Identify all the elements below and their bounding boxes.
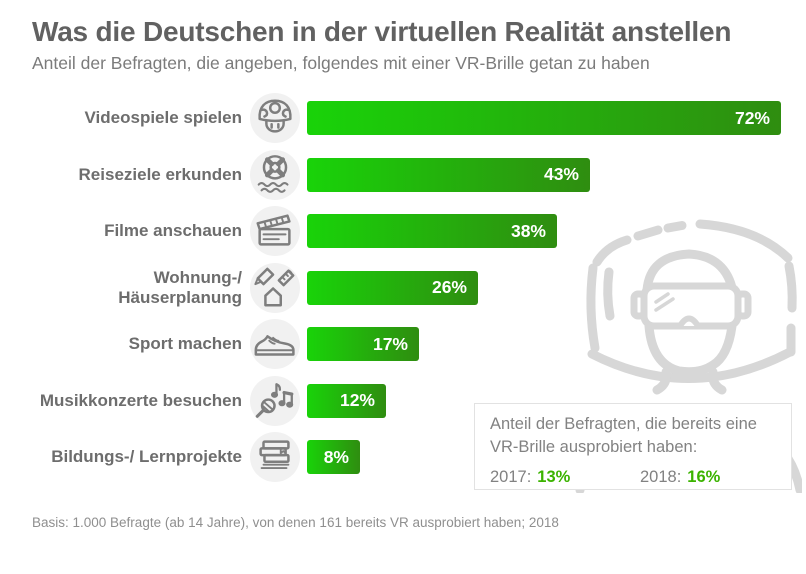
infobox-entries: 2017: 13% 2018: 16% [490, 466, 776, 489]
mushroom-game-icon [249, 93, 300, 144]
clapperboard-icon [249, 206, 300, 257]
chart-row: Reiseziele erkunden 43% [32, 147, 782, 204]
page-title: Was die Deutschen in der virtuellen Real… [32, 16, 732, 47]
chart-row: Filme anschauen 38% [32, 203, 782, 260]
bar-value-label: 72% [734, 107, 770, 128]
category-icon-cell [242, 319, 307, 370]
bar: 43% [307, 157, 590, 192]
vr-headset-band [586, 219, 797, 383]
books-icon [249, 432, 300, 483]
category-label: Filme anschauen [104, 221, 242, 241]
bar-value-label: 8% [323, 446, 349, 467]
infobox-entry: 2018: 16% [640, 466, 790, 489]
bar: 12% [307, 383, 386, 418]
bar-track: 12% [307, 383, 782, 418]
category-icon-cell [242, 432, 307, 483]
bar-value-label: 26% [431, 277, 467, 298]
infobox-entry: 2017: 13% [490, 466, 640, 489]
category-label: Sport machen [128, 334, 242, 354]
bar: 38% [307, 214, 557, 249]
infobox-year: 2018: [640, 468, 682, 486]
bar-value-label: 12% [339, 390, 375, 411]
vr-person-head [642, 249, 738, 395]
infobox-text: Anteil der Befragten, die bereits eine V… [490, 415, 757, 456]
infobox-year: 2017: [490, 468, 532, 486]
bar-value-label: 17% [372, 333, 408, 354]
bar: 8% [307, 440, 360, 475]
page-subtitle: Anteil der Befragten, die angeben, folge… [32, 53, 650, 73]
bar: 17% [307, 327, 419, 362]
bar-value-label: 43% [543, 164, 579, 185]
house-planning-icon [249, 262, 300, 313]
category-icon-cell [242, 93, 307, 144]
category-label: Wohnung-/ Häuserplanung [118, 267, 242, 307]
bar-track: 72% [307, 101, 782, 136]
bar: 72% [307, 101, 781, 136]
infobox-value: 16% [687, 468, 721, 486]
bar: 26% [307, 270, 478, 305]
vr-goggles [630, 282, 752, 330]
chart-row: Sport machen 17% [32, 316, 782, 373]
bar-track: 38% [307, 214, 782, 249]
chart-row: Wohnung-/ Häuserplanung 26% [32, 260, 782, 317]
category-label: Videospiele spielen [84, 108, 242, 128]
bar-track: 26% [307, 270, 782, 305]
category-icon-cell [242, 206, 307, 257]
bar-value-label: 38% [510, 220, 546, 241]
lifebuoy-travel-icon [249, 149, 300, 200]
category-label: Musikkonzerte besuchen [39, 390, 242, 410]
bar-track: 43% [307, 157, 782, 192]
bar-track: 8% [307, 440, 782, 475]
footnote: Basis: 1.000 Befragte (ab 14 Jahre), von… [32, 515, 559, 530]
category-label: Reiseziele erkunden [78, 164, 242, 184]
chart-row: Bildungs-/ Lernprojekte 8% [32, 429, 782, 486]
bar-chart: Videospiele spielen 72% Reiseziele erkund… [32, 90, 782, 486]
bar-track: 17% [307, 327, 782, 362]
category-label: Bildungs-/ Lernprojekte [51, 447, 242, 467]
category-icon-cell [242, 375, 307, 426]
infobox-value: 13% [537, 468, 571, 486]
chart-row: Videospiele spielen 72% [32, 90, 782, 147]
category-icon-cell [242, 262, 307, 313]
category-icon-cell [242, 149, 307, 200]
chart-row: Musikkonzerte besuchen 12% [32, 373, 782, 430]
sneaker-icon [249, 319, 300, 370]
microphone-notes-icon [249, 375, 300, 426]
vr-usage-infobox: Anteil der Befragten, die bereits eine V… [474, 403, 792, 490]
